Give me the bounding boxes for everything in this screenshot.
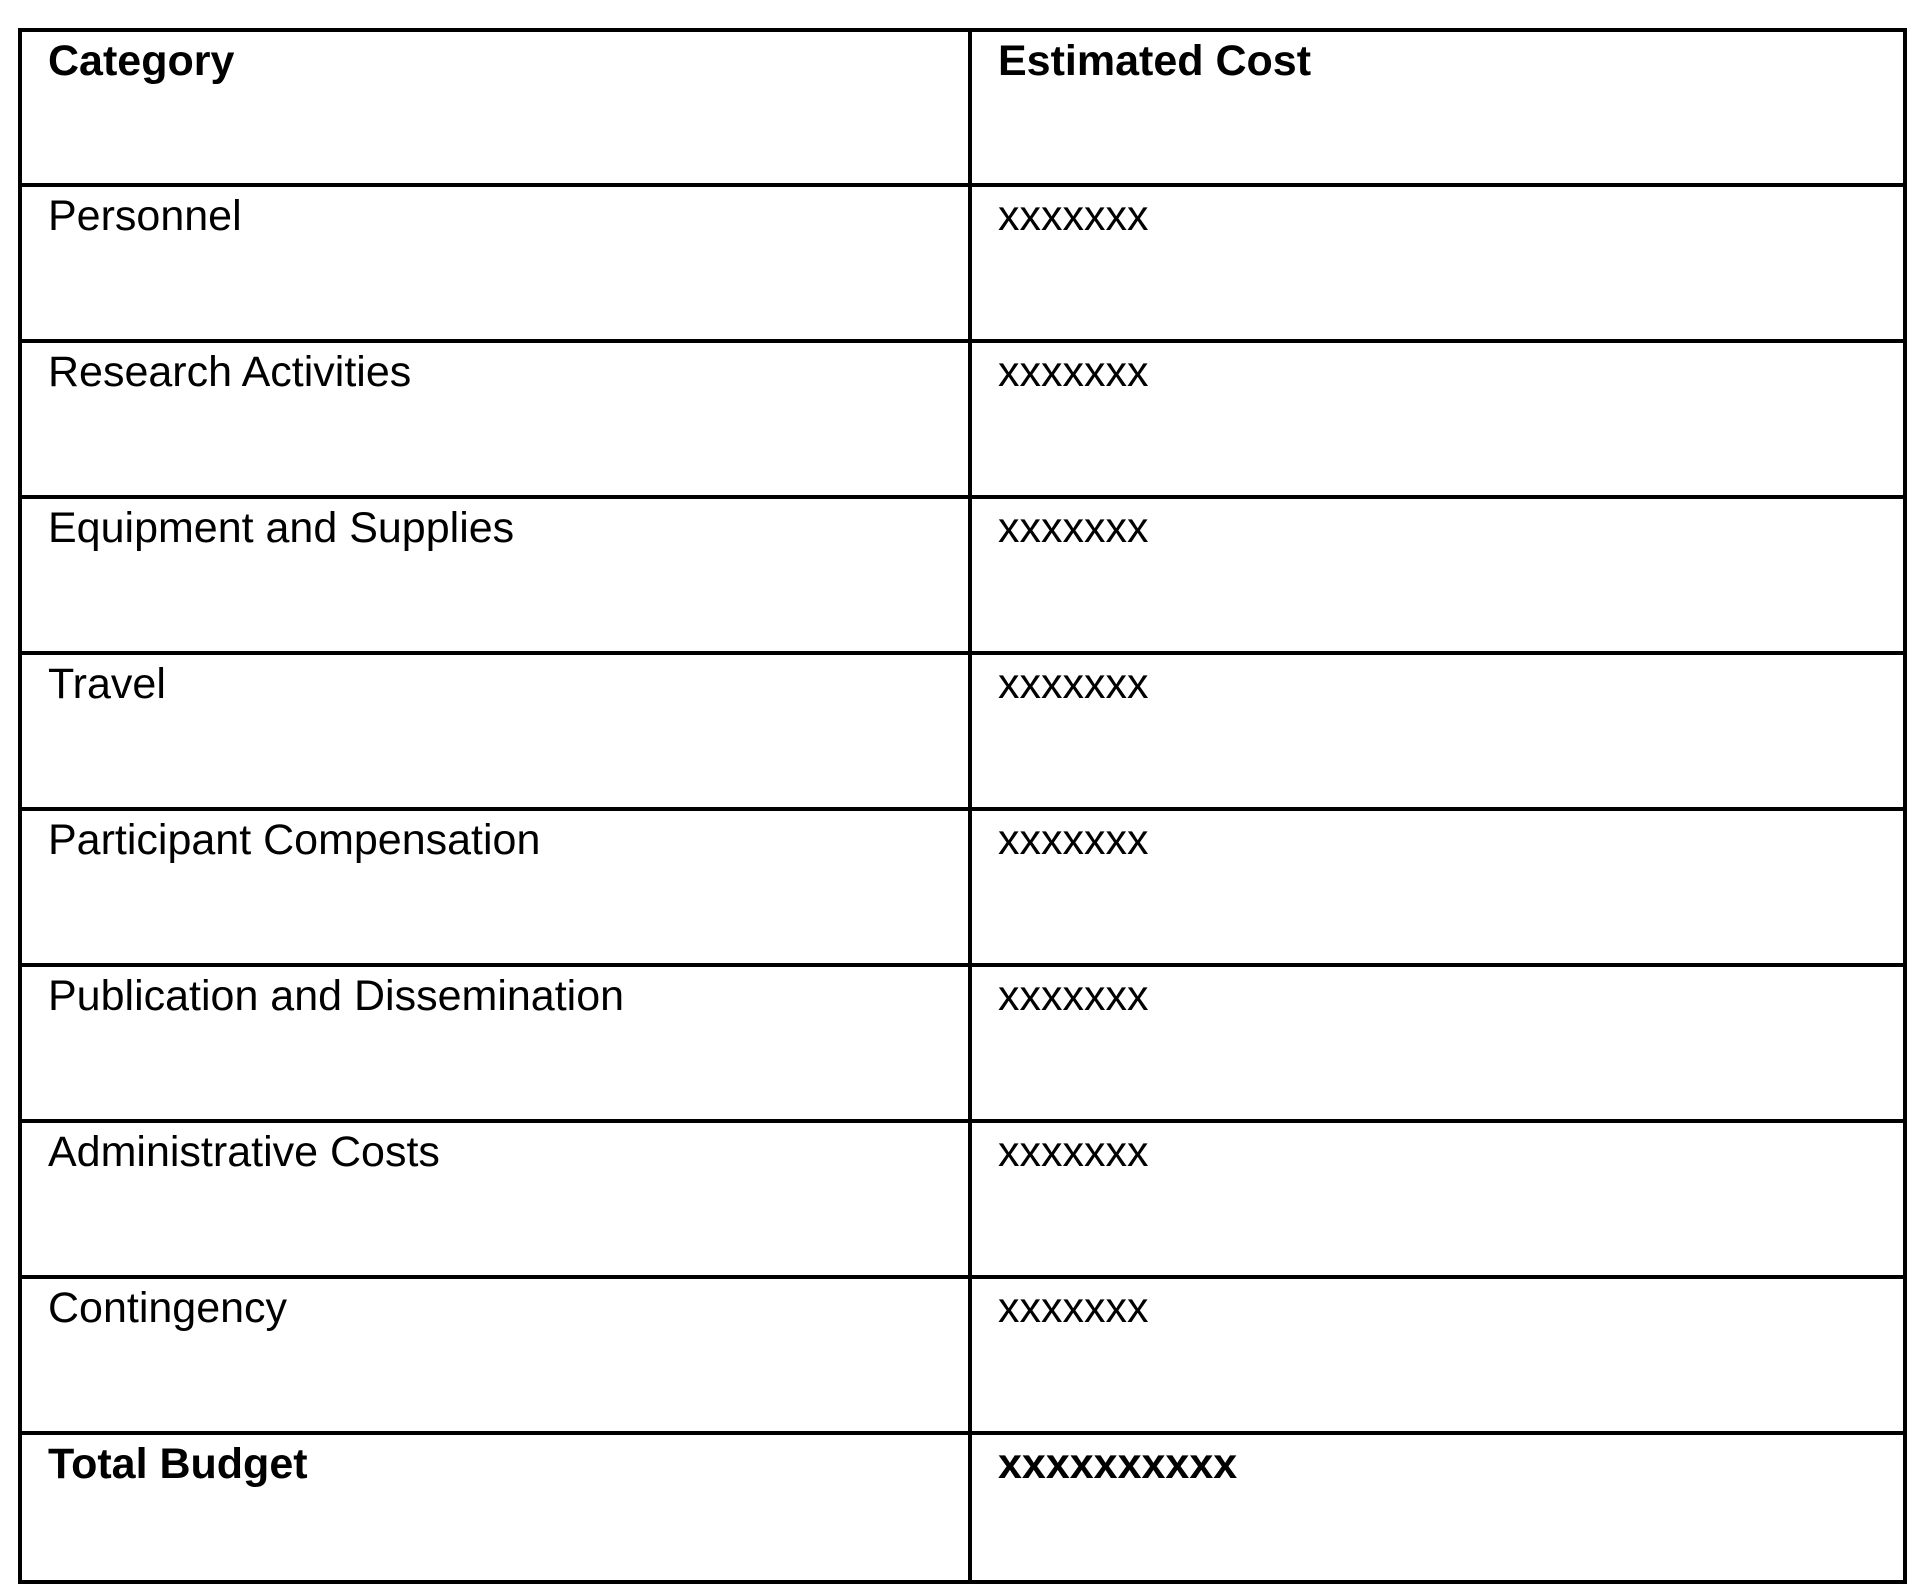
cost-cell: xxxxxxx [968,183,1907,343]
budget-table: Category Estimated Cost Personnel xxxxxx… [18,28,1907,1584]
category-cell: Participant Compensation [18,807,972,967]
table-row: Equipment and Supplies xxxxxxx [18,495,1907,655]
table-row: Contingency xxxxxxx [18,1275,1907,1435]
category-cell: Administrative Costs [18,1119,972,1279]
total-label-cell: Total Budget [18,1431,972,1584]
cost-cell: xxxxxxx [968,963,1907,1123]
column-header-estimated-cost: Estimated Cost [968,28,1907,187]
category-cell: Contingency [18,1275,972,1435]
table-row: Travel xxxxxxx [18,651,1907,811]
column-header-category: Category [18,28,972,187]
table-row: Administrative Costs xxxxxxx [18,1119,1907,1279]
table-row: Publication and Dissemination xxxxxxx [18,963,1907,1123]
table-row: Research Activities xxxxxxx [18,339,1907,499]
table-row: Personnel xxxxxxx [18,183,1907,343]
cost-cell: xxxxxxx [968,1275,1907,1435]
total-cost-cell: xxxxxxxxxx [968,1431,1907,1584]
cost-cell: xxxxxxx [968,1119,1907,1279]
header-row: Category Estimated Cost [18,28,1907,187]
category-cell: Personnel [18,183,972,343]
category-cell: Research Activities [18,339,972,499]
cost-cell: xxxxxxx [968,339,1907,499]
category-cell: Travel [18,651,972,811]
category-cell: Publication and Dissemination [18,963,972,1123]
cost-cell: xxxxxxx [968,651,1907,811]
table-row: Participant Compensation xxxxxxx [18,807,1907,967]
cost-cell: xxxxxxx [968,495,1907,655]
cost-cell: xxxxxxx [968,807,1907,967]
category-cell: Equipment and Supplies [18,495,972,655]
total-row: Total Budget xxxxxxxxxx [18,1431,1907,1584]
